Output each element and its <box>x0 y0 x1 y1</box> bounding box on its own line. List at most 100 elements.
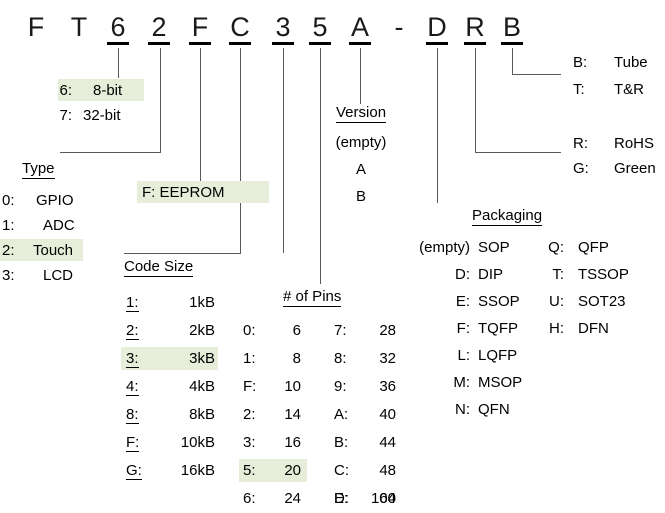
type-key-0: 0: <box>2 192 15 209</box>
memory-label-0: F: EEPROM <box>142 184 225 201</box>
packaging-col2-value-0: QFP <box>578 239 609 256</box>
code-size-value-6: 16kB <box>180 462 215 479</box>
leader-line-memory <box>200 48 201 181</box>
pn-char-12: B <box>501 14 523 45</box>
pn-char-11: R <box>464 14 486 45</box>
packaging-col2-value-1: TSSOP <box>578 266 629 283</box>
pins-col2-key-2: 9: <box>334 378 347 395</box>
code-size-value-2: 3kB <box>189 350 215 367</box>
pins-col2-value-1: 32 <box>379 350 396 367</box>
leader-line-version <box>360 48 361 104</box>
version-value-2: B <box>355 188 366 205</box>
code-size-value-5: 10kB <box>180 434 215 451</box>
code-size-key-3: 4: <box>126 378 139 396</box>
pins-col1-key-7: 6: <box>243 490 256 507</box>
pins-col2-value-2: 36 <box>379 378 396 395</box>
pins-col2-value-3: 40 <box>379 406 396 423</box>
pn-char-8: A <box>349 14 371 45</box>
packaging-col1-value-2: SSOP <box>478 293 520 310</box>
pins-col2-key-3: A: <box>334 406 349 423</box>
type-value-1: ADC <box>43 217 75 234</box>
pins-col1-key-1: 1: <box>243 350 256 367</box>
pins-col2-key-1: 8: <box>334 350 347 367</box>
pn-char-9: - <box>394 12 404 42</box>
type-header: Type <box>22 160 55 179</box>
leader-line-codesize-alt <box>283 48 284 253</box>
type-value-2: Touch <box>33 242 74 259</box>
type-highlight-2 <box>0 239 83 261</box>
core-key-1: 7: <box>59 107 72 124</box>
packaging-col2-key-2: U: <box>549 293 564 310</box>
pins-col1-value-4: 16 <box>284 434 301 451</box>
code-size-key-6: G: <box>126 462 142 480</box>
code-size-key-2: 3: <box>126 350 139 368</box>
pins-col2-value-0: 28 <box>379 322 396 339</box>
type-value-0: GPIO <box>36 192 74 209</box>
packaging-col2-value-3: DFN <box>578 320 609 337</box>
packaging-col1-key-2: E: <box>455 293 470 310</box>
core-key-0: 6: <box>59 82 72 99</box>
leader-line-compliance-vertical <box>475 48 476 153</box>
pn-char-6: 3 <box>272 14 294 45</box>
packaging-col1-value-3: TQFP <box>478 320 518 337</box>
pins-col1-value-6x: 20 <box>284 462 301 479</box>
pins-col2-key-4: B: <box>334 434 349 451</box>
packaging-col1-value-0: SOP <box>478 239 510 256</box>
core-highlight-0 <box>58 79 144 101</box>
pn-char-7: 5 <box>309 14 331 45</box>
compliance-key-0: R: <box>573 135 588 152</box>
pn-char-0: F <box>27 12 45 42</box>
code-size-value-0: 1kB <box>189 294 215 311</box>
compliance-key-1: G: <box>573 160 589 177</box>
packaging-col1-value-6: QFN <box>478 401 510 418</box>
leader-line-type-horizontal <box>60 152 161 153</box>
code-size-key-0: 1: <box>126 294 139 312</box>
leader-line-compliance-horizontal <box>475 152 561 153</box>
pins-col1-key-2: F: <box>243 378 257 395</box>
packaging-col1-value-1: DIP <box>478 266 504 283</box>
pins-col2-value-5: 48 <box>379 462 396 479</box>
pins-col1-key-6x: 5: <box>243 462 256 479</box>
leader-line-pins <box>320 48 321 284</box>
pins-col1-highlight-6 <box>239 459 307 482</box>
version-value-1: A <box>355 161 366 178</box>
leader-line-packing-horizontal <box>512 74 561 75</box>
pn-char-4: F <box>189 14 211 45</box>
pins-col1-key-4: 3: <box>243 434 256 451</box>
pins-col1-value-1: 8 <box>292 350 301 367</box>
pins-col2-key-0: 7: <box>334 322 347 339</box>
type-value-3: LCD <box>43 267 74 284</box>
type-key-1: 1: <box>2 217 15 234</box>
packaging-col2-value-2: SOT23 <box>578 293 626 310</box>
pins-col1-value-7: 24 <box>284 490 301 507</box>
memory-highlight-0 <box>137 181 269 203</box>
core-value-1: 32-bit <box>83 107 121 124</box>
type-key-3: 3: <box>2 267 15 284</box>
code-size-key-1: 2: <box>126 322 139 340</box>
core-value-0: 8-bit <box>93 82 123 99</box>
leader-line-packing-vertical <box>512 48 513 75</box>
leader-line-codesize-horizontal <box>124 253 241 254</box>
compliance-value-0: RoHS <box>614 135 655 152</box>
pins-col1-value-2: 10 <box>284 378 301 395</box>
pins-col2-value-4: 44 <box>379 434 396 451</box>
packing-key-1: T: <box>573 81 585 98</box>
pins-col2-value-7-dup: 100 <box>370 490 396 507</box>
pn-char-2: 6 <box>107 14 129 45</box>
version-value-0: (empty) <box>335 134 387 151</box>
pins-col1-key-0: 0: <box>243 322 256 339</box>
type-key-2: 2: <box>2 242 15 259</box>
leader-line-type-vertical <box>160 48 161 152</box>
pins-col1-value-0: 6 <box>292 322 301 339</box>
packing-value-0: Tube <box>614 54 648 71</box>
packing-key-0: B: <box>573 54 588 71</box>
packaging-col1-key-6: N: <box>455 401 470 418</box>
packaging-col2-key-3: H: <box>549 320 564 337</box>
compliance-value-1: Green <box>614 160 656 177</box>
packaging-col1-key-5: M: <box>453 374 470 391</box>
version-header: Version <box>336 104 387 123</box>
pins-header: # of Pins <box>283 288 342 307</box>
pins-col1-key-3: 2: <box>243 406 256 423</box>
code-size-value-3: 4kB <box>189 378 215 395</box>
